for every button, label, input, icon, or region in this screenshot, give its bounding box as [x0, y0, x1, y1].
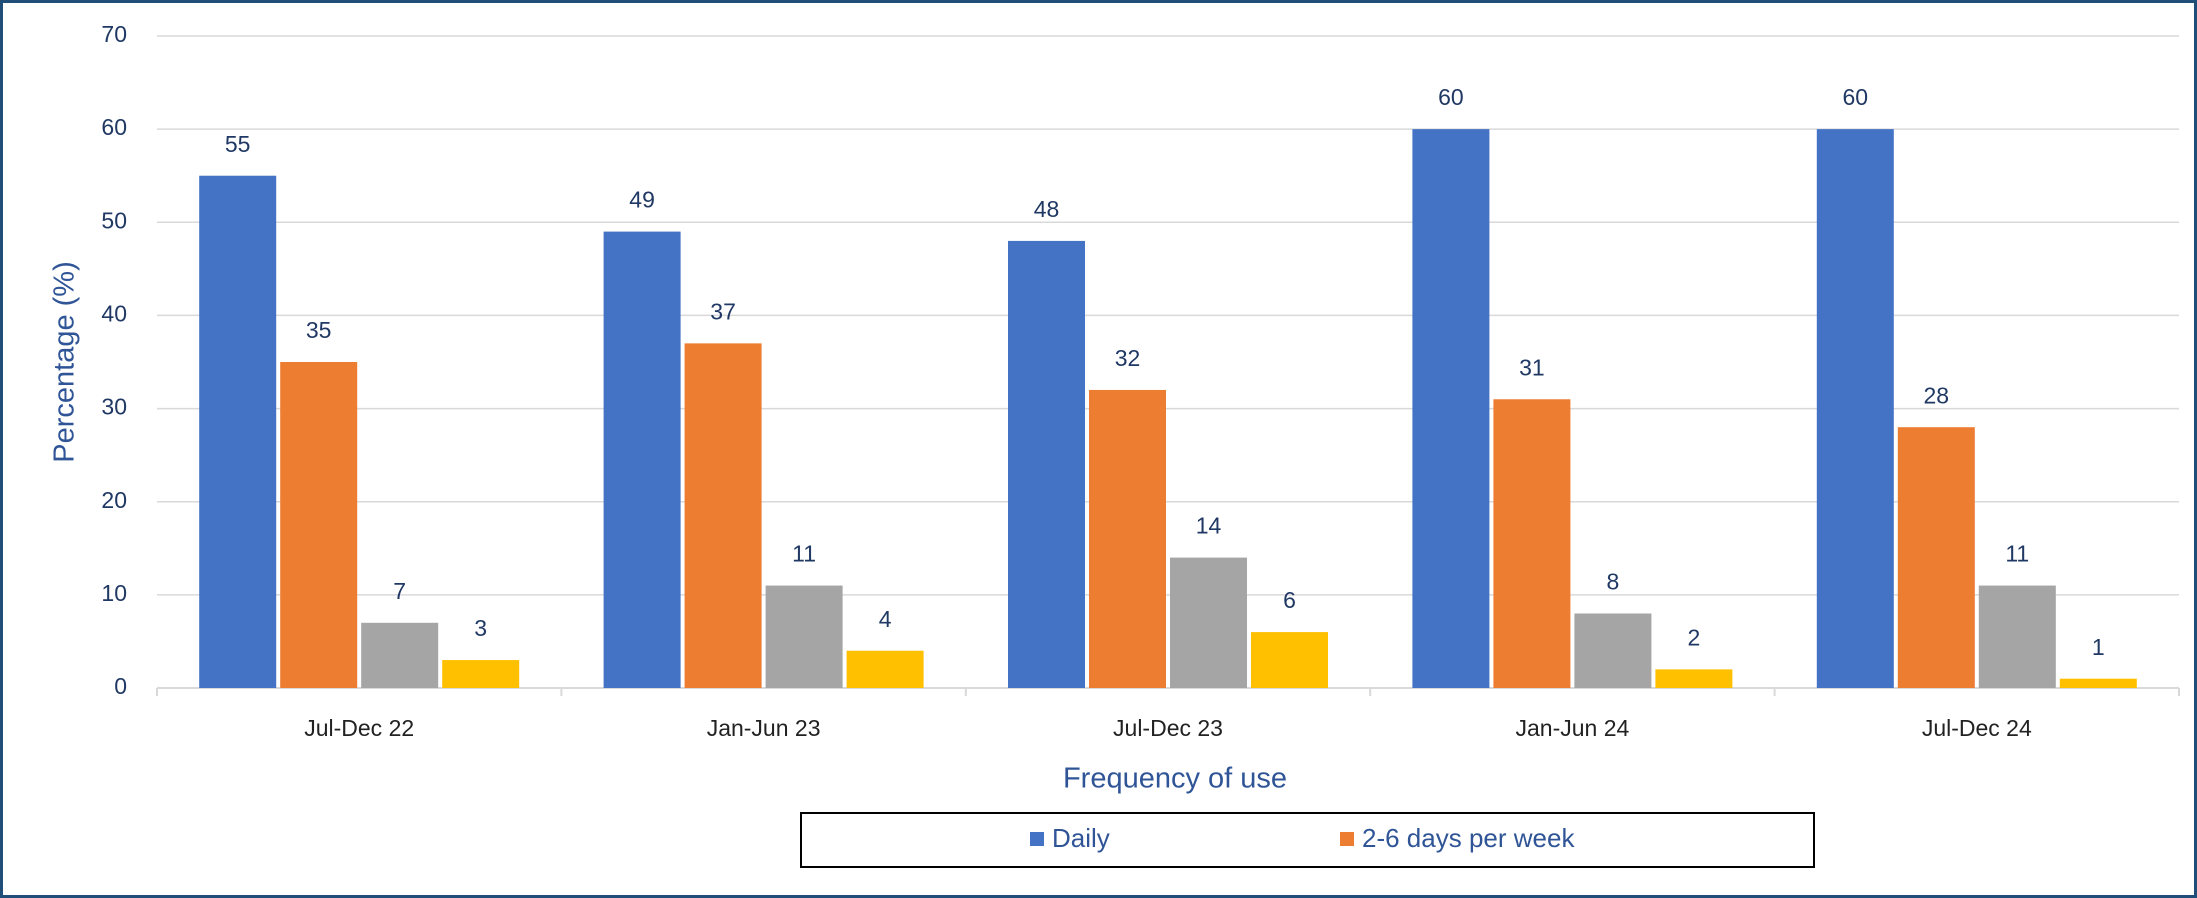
bar: [442, 660, 520, 688]
data-label: 6: [1283, 587, 1296, 613]
bar: [1089, 389, 1166, 688]
bar: [1170, 557, 1247, 688]
bar: [1978, 585, 2056, 688]
x-tick-label: Jul-Dec 22: [304, 715, 414, 741]
bar: [1251, 632, 1328, 688]
x-tick-label: Jan-Jun 24: [1515, 715, 1629, 741]
x-axis-title: Frequency of use: [1063, 763, 1287, 795]
y-tick-label: 60: [101, 114, 127, 140]
x-tick-label: Jul-Dec 24: [1922, 715, 2032, 741]
legend-swatch: [1340, 832, 1354, 846]
data-label: 55: [225, 131, 251, 157]
y-tick-label: 50: [101, 207, 127, 233]
data-label: 2: [1688, 624, 1701, 650]
bar: [2059, 678, 2137, 688]
bar: [765, 585, 843, 688]
legend-label: 2-6 days per week: [1362, 823, 1575, 853]
bar: [1816, 129, 1894, 689]
y-tick-label: 70: [101, 21, 127, 47]
bar: [361, 622, 439, 688]
y-tick-label: 10: [101, 580, 127, 606]
bar: [1897, 427, 1975, 688]
bar: [684, 343, 762, 688]
data-label: 3: [474, 615, 487, 641]
data-label: 37: [710, 298, 736, 324]
data-label: 31: [1519, 354, 1545, 380]
y-axis-title: Percentage (%): [49, 261, 81, 463]
y-tick-label: 20: [101, 487, 127, 513]
bar: [280, 362, 358, 688]
legend-box: [800, 812, 1815, 868]
data-label: 4: [879, 606, 892, 632]
data-label: 1: [2092, 634, 2105, 660]
data-label: 7: [393, 578, 406, 604]
y-tick-label: 0: [114, 673, 127, 699]
data-label: 60: [1843, 84, 1869, 110]
bar: [1008, 240, 1085, 688]
bar: [1574, 613, 1652, 688]
y-tick-label: 30: [101, 394, 127, 420]
y-tick-label: 40: [101, 301, 127, 327]
data-label: 48: [1034, 196, 1060, 222]
x-tick-label: Jan-Jun 23: [707, 715, 821, 741]
x-tick-label: Jul-Dec 23: [1113, 715, 1223, 741]
bar: [846, 650, 924, 688]
data-label: 35: [306, 317, 332, 343]
data-label: 11: [792, 541, 816, 567]
bar: [199, 175, 277, 688]
data-label: 32: [1115, 345, 1141, 371]
bar: [1493, 399, 1571, 688]
legend-label: Daily: [1052, 823, 1110, 853]
data-label: 11: [2005, 541, 2029, 567]
data-label: 49: [629, 187, 655, 213]
data-label: 28: [1924, 382, 1950, 408]
data-label: 8: [1607, 569, 1620, 595]
bar: [1655, 669, 1733, 688]
bar: [1412, 129, 1490, 689]
legend-swatch: [1030, 832, 1044, 846]
data-label: 60: [1438, 84, 1464, 110]
bar: [603, 231, 681, 688]
data-label: 14: [1196, 513, 1222, 539]
